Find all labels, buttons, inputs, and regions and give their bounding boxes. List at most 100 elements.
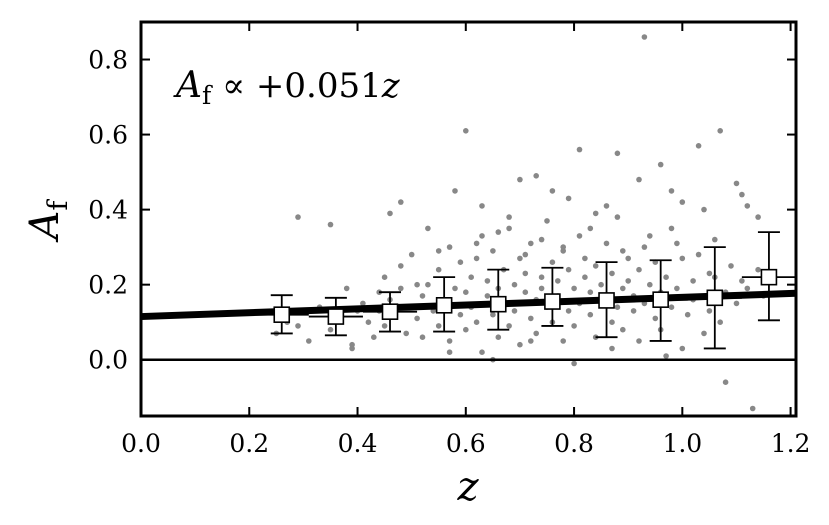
scatter-point xyxy=(728,263,734,269)
binned-marker xyxy=(435,297,453,314)
scatter-point xyxy=(576,146,583,153)
x-tick-label: 0.4 xyxy=(338,429,378,458)
scatter-point xyxy=(739,278,745,284)
scatter-point xyxy=(484,278,491,284)
x-tick-label: 1.0 xyxy=(662,429,702,458)
scatter-point xyxy=(522,251,529,258)
scatter-point xyxy=(571,360,577,367)
binned-marker xyxy=(327,308,345,325)
binned-marker xyxy=(598,292,615,309)
scatter-point xyxy=(490,248,496,254)
scatter-point xyxy=(636,266,642,273)
scatter-point xyxy=(511,281,518,288)
scatter-point xyxy=(398,199,404,205)
scatter-point xyxy=(603,240,610,247)
scatter-point xyxy=(668,225,675,232)
scatter-point xyxy=(371,334,377,341)
scatter-point xyxy=(327,326,334,333)
scatter-point xyxy=(744,285,751,292)
x-tick-label: 1.2 xyxy=(771,429,811,458)
scatter-point xyxy=(565,195,572,202)
scatter-point xyxy=(576,233,583,239)
scatter-point xyxy=(398,263,404,269)
y-tick-label: 0.6 xyxy=(88,121,128,150)
y-tick-label: 0.4 xyxy=(88,196,128,225)
scatter-point xyxy=(630,308,637,314)
scatter-point xyxy=(419,293,426,299)
scatter-point xyxy=(517,176,523,183)
scatter-point xyxy=(517,341,523,348)
scatter-point xyxy=(403,330,410,337)
scatter-point xyxy=(674,240,680,247)
scatter-point xyxy=(620,285,626,292)
scatter-point xyxy=(647,281,653,288)
scatter-point xyxy=(614,214,621,220)
scatter-point xyxy=(712,236,718,243)
scatter-point xyxy=(408,251,415,258)
scatter-point xyxy=(674,285,680,292)
scatter-point xyxy=(582,255,588,262)
y-tick-label: 0.2 xyxy=(88,271,128,300)
x-tick-label: 0.6 xyxy=(446,429,486,458)
scatter-point xyxy=(506,323,512,329)
scatter-point xyxy=(295,323,301,329)
scatter-point xyxy=(463,128,469,134)
plot-frame xyxy=(139,20,798,418)
scatter-point xyxy=(425,225,431,232)
scatter-point xyxy=(495,229,502,235)
scatter-point xyxy=(603,203,610,209)
scatter-point xyxy=(620,326,626,333)
binned-marker xyxy=(489,295,507,313)
scatter-point xyxy=(560,244,566,250)
scatter-point xyxy=(452,285,458,292)
scatter-point xyxy=(560,338,566,344)
scatter-point xyxy=(592,210,599,217)
scatter-point xyxy=(668,304,675,311)
scatter-point xyxy=(657,161,664,168)
annotation-sub: f xyxy=(202,81,213,110)
scatter-point xyxy=(473,240,480,247)
scatter-point xyxy=(511,308,518,314)
scatter-point xyxy=(549,188,556,194)
scatter-point xyxy=(484,293,491,299)
scatter-point xyxy=(533,330,539,337)
y-axis-label: Af xyxy=(22,199,74,244)
scatter-point xyxy=(679,345,686,352)
scatter-point xyxy=(468,274,475,281)
scatter-point xyxy=(636,176,642,183)
scatter-point xyxy=(636,338,642,344)
scatter-point xyxy=(641,244,648,250)
scatter-point xyxy=(755,266,761,273)
scatter-point xyxy=(473,255,480,262)
scatter-point xyxy=(490,311,496,318)
annotation-symbol: A xyxy=(173,65,202,106)
scatter-point xyxy=(495,334,502,341)
scatter-point xyxy=(506,214,512,220)
scatter-point xyxy=(565,266,572,273)
y-axis-label-symbol: A xyxy=(22,211,68,244)
scatter-point xyxy=(446,349,453,356)
scatter-point xyxy=(565,308,572,314)
scatter-point xyxy=(360,300,366,307)
scatter-point xyxy=(538,285,545,292)
scatter-point xyxy=(414,281,420,288)
scatter-point xyxy=(349,345,355,352)
scatter-point xyxy=(327,221,334,228)
scatter-point xyxy=(538,274,545,281)
scatter-point xyxy=(663,353,669,359)
scatter-point xyxy=(365,319,372,326)
binned-marker xyxy=(706,289,724,307)
scatter-point xyxy=(717,128,723,134)
scatter-point xyxy=(463,326,469,333)
scatter-point xyxy=(690,278,696,284)
binned-marker xyxy=(381,303,399,320)
scatter-point xyxy=(435,248,442,254)
scatter-point xyxy=(625,278,631,284)
scatter-point xyxy=(414,315,420,322)
scatter-point xyxy=(446,244,453,250)
scatter-point xyxy=(528,240,534,247)
scatter-point xyxy=(533,173,539,179)
scatter-point xyxy=(571,323,577,329)
